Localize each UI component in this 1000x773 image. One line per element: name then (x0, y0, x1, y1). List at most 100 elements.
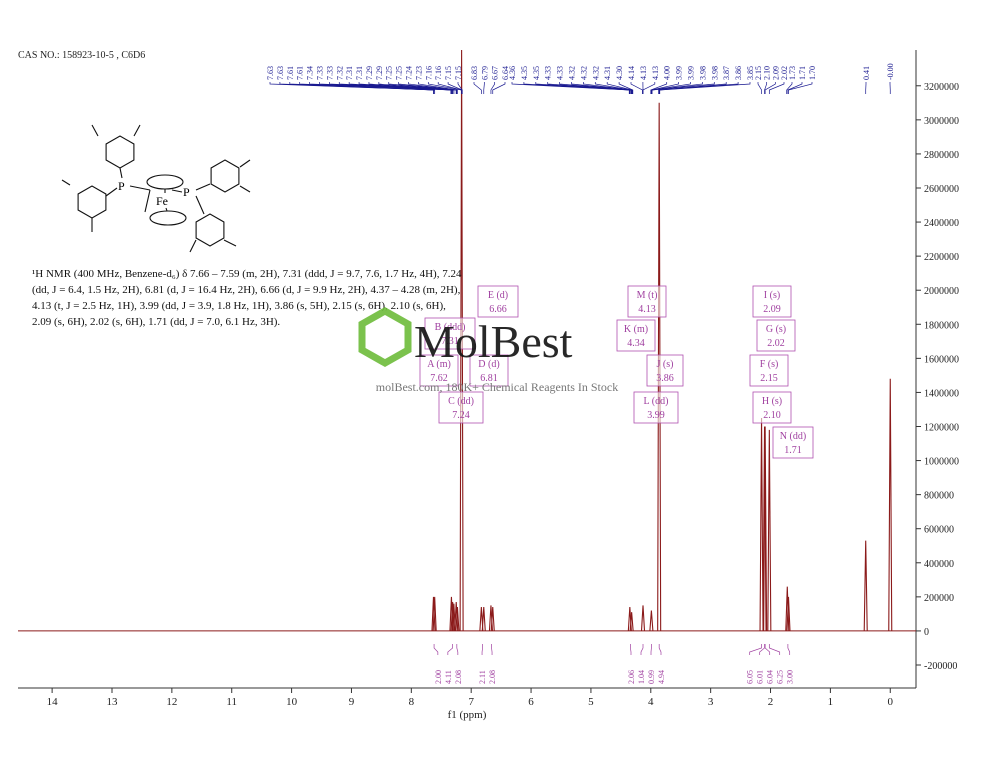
peak-label-connector (651, 82, 715, 94)
x-tick-label: 8 (409, 696, 415, 708)
bond (239, 185, 251, 193)
multiplet-box (419, 354, 459, 387)
peak-label: 4.30 (615, 66, 624, 80)
peak-label: 3.87 (722, 66, 731, 80)
integral-bracket (447, 644, 453, 655)
bond (195, 183, 211, 191)
structure (61, 124, 251, 253)
peak-label-connector (618, 82, 634, 94)
integral-label: 4.94 (657, 670, 666, 684)
y-tick-label: 1400000 (924, 388, 959, 399)
peak (490, 607, 495, 631)
multiplet-shift: 2.02 (767, 338, 785, 349)
integral-label: 2.08 (488, 670, 497, 684)
peak-label-connector (787, 82, 803, 94)
peak-label-connector (642, 82, 656, 94)
peak-label-connector (378, 82, 455, 94)
peak-label: 4.32 (568, 66, 577, 80)
bond (119, 167, 123, 179)
peak-label-connector (490, 82, 496, 94)
multiplet-shift: 6.66 (489, 304, 507, 315)
peak-label: 4.00 (663, 66, 672, 80)
y-tick-label: 0 (924, 627, 929, 638)
x-tick-label: 12 (166, 696, 177, 708)
peak-label: 4.32 (591, 66, 600, 80)
bond (195, 195, 205, 215)
bond (61, 179, 71, 186)
peak-label: 3.98 (710, 66, 719, 80)
integral-bracket (456, 644, 459, 655)
peak-label: 3.99 (687, 66, 696, 80)
integral-bracket (658, 644, 662, 655)
integral-label: 2.06 (627, 670, 636, 684)
x-tick-label: 10 (286, 696, 298, 708)
multiplet-shift: 2.15 (760, 373, 778, 384)
x-tick-label: 11 (226, 696, 237, 708)
multiplet-label: J (s) (657, 359, 674, 370)
peak-label: 6.67 (491, 66, 500, 80)
x-tick-label: 5 (588, 696, 594, 708)
integral-bracket (768, 644, 781, 655)
peak-label: 7.31 (355, 66, 364, 80)
y-tick-label: 2800000 (924, 150, 959, 161)
peak-label-connector (299, 82, 436, 94)
atom-label: P (118, 179, 125, 193)
y-tick-label: 3200000 (924, 82, 959, 93)
peak-label-connector (768, 82, 785, 94)
integral-label: 0.99 (647, 670, 656, 684)
peak-label: 7.15 (444, 66, 453, 80)
peak (481, 607, 486, 631)
ring (210, 159, 240, 193)
cp-ring (146, 174, 184, 190)
multiplet-box (756, 319, 796, 352)
multiplet-label: E (d) (488, 290, 508, 301)
multiplet-label: F (s) (760, 359, 779, 370)
bond (129, 185, 151, 191)
multiplet-shift: 4.13 (638, 304, 656, 315)
x-tick-label: 2 (768, 696, 774, 708)
peak-label-connector (358, 82, 453, 94)
bond (105, 187, 118, 197)
integral-label: 6.05 (746, 670, 755, 684)
peak-label: 7.15 (454, 66, 463, 80)
multiplet-label: G (s) (766, 324, 786, 335)
integral-label: 6.25 (776, 670, 785, 684)
peak-label: 3.99 (675, 66, 684, 80)
y-tick-label: 1200000 (924, 422, 959, 433)
integral-bracket (433, 644, 439, 655)
multiplet-box (469, 354, 509, 387)
cp-ring (149, 210, 187, 226)
multiplet-box (633, 391, 679, 424)
peak-label: 6.83 (470, 66, 479, 80)
peak-label-connector (764, 82, 776, 94)
peak-label: 0.41 (862, 66, 871, 80)
spectrum (18, 49, 916, 632)
peak-label-connector (786, 82, 793, 94)
peak-label: 7.61 (296, 66, 305, 80)
y-tick-label: 2400000 (924, 218, 959, 229)
integral-label: 4.11 (444, 670, 453, 684)
peak-label-connector (473, 82, 482, 94)
peak-label-connector (788, 82, 813, 94)
x-tick-label: 0 (888, 696, 894, 708)
peak (863, 540, 868, 631)
peak-label: 7.32 (335, 66, 344, 80)
peak-label-connector (492, 82, 506, 94)
peak (431, 596, 436, 631)
peak (785, 586, 790, 631)
multiplet-label: B (ddd) (435, 322, 466, 333)
multiplet-box (477, 285, 519, 318)
y-tick-label: 2200000 (924, 252, 959, 263)
peak-label: 7.29 (365, 66, 374, 80)
multiplet-box (772, 426, 814, 459)
multiplet-label: L (dd) (644, 396, 669, 407)
peak-label: 2.09 (771, 66, 780, 80)
multiplet-label: A (m) (427, 359, 451, 370)
peak-label: 7.63 (266, 66, 275, 80)
integral-label: 2.08 (454, 670, 463, 684)
peak-label: 7.16 (424, 66, 433, 80)
peak-label: 3.98 (698, 66, 707, 80)
peak (450, 601, 455, 631)
peak-label-connector (457, 82, 463, 94)
